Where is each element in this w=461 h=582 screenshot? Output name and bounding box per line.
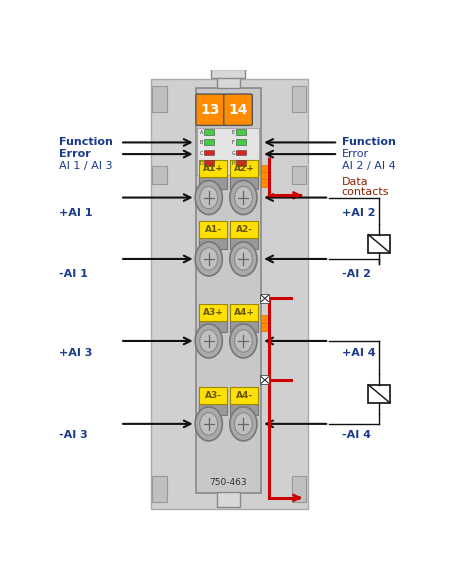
Bar — [199, 304, 227, 321]
Text: D: D — [200, 161, 204, 166]
Bar — [236, 139, 246, 145]
Bar — [199, 161, 227, 178]
Text: +AI 3: +AI 3 — [59, 348, 93, 358]
Text: Data: Data — [342, 177, 368, 187]
Circle shape — [235, 413, 252, 435]
Text: Error: Error — [59, 149, 91, 159]
Bar — [260, 375, 270, 385]
Bar — [230, 404, 258, 415]
Bar — [199, 386, 227, 404]
Bar — [261, 322, 268, 331]
Text: A1-: A1- — [205, 225, 222, 234]
Bar — [230, 221, 258, 238]
Bar — [261, 172, 268, 180]
Text: Function: Function — [59, 137, 113, 147]
Bar — [205, 160, 214, 166]
Bar — [199, 238, 227, 249]
Text: 750-463: 750-463 — [210, 478, 247, 487]
Text: A2-: A2- — [236, 225, 253, 234]
Text: B: B — [200, 140, 203, 146]
Bar — [292, 166, 306, 184]
Circle shape — [195, 242, 222, 276]
Bar — [199, 321, 227, 332]
Text: -AI 4: -AI 4 — [342, 430, 371, 440]
Text: A: A — [200, 130, 203, 135]
Text: E: E — [232, 130, 235, 135]
Bar — [199, 178, 227, 189]
Bar — [236, 160, 246, 166]
Text: A3-: A3- — [205, 391, 222, 400]
Bar — [292, 86, 306, 112]
Text: A3+: A3+ — [202, 308, 224, 317]
Circle shape — [200, 186, 218, 209]
Bar — [260, 294, 270, 303]
Bar — [197, 128, 260, 175]
Text: H: H — [232, 161, 236, 166]
Bar — [195, 88, 261, 494]
Text: Error: Error — [342, 149, 369, 159]
Text: +AI 1: +AI 1 — [59, 208, 93, 218]
Bar — [261, 165, 268, 173]
Circle shape — [235, 186, 252, 209]
Circle shape — [230, 242, 257, 276]
Circle shape — [195, 324, 222, 358]
Bar — [217, 70, 240, 88]
Bar — [261, 315, 268, 323]
Text: C: C — [200, 151, 203, 156]
Text: -AI 2: -AI 2 — [342, 269, 371, 279]
Bar — [217, 492, 240, 507]
Bar — [199, 404, 227, 415]
Bar — [230, 161, 258, 178]
Text: contacts: contacts — [342, 187, 389, 197]
Bar — [205, 150, 214, 155]
Text: AI 1 / AI 3: AI 1 / AI 3 — [59, 161, 113, 171]
FancyBboxPatch shape — [224, 94, 252, 125]
Circle shape — [235, 248, 252, 270]
Bar — [230, 178, 258, 189]
Bar — [261, 179, 268, 187]
Bar — [152, 166, 166, 184]
Bar — [368, 385, 390, 403]
Bar — [236, 129, 246, 135]
Circle shape — [200, 248, 218, 270]
Bar — [236, 150, 246, 155]
Bar — [230, 238, 258, 249]
Text: AI 2 / AI 4: AI 2 / AI 4 — [342, 161, 396, 171]
Circle shape — [195, 407, 222, 441]
Circle shape — [230, 324, 257, 358]
Circle shape — [230, 407, 257, 441]
Circle shape — [195, 180, 222, 215]
Text: A4-: A4- — [236, 391, 253, 400]
Text: A1+: A1+ — [202, 164, 224, 173]
Bar — [205, 129, 214, 135]
Text: Function: Function — [342, 137, 396, 147]
Bar — [212, 69, 245, 78]
Bar — [150, 79, 307, 509]
Circle shape — [235, 330, 252, 352]
Text: -AI 1: -AI 1 — [59, 269, 89, 279]
Circle shape — [200, 413, 218, 435]
Bar — [152, 476, 166, 502]
FancyBboxPatch shape — [196, 94, 225, 125]
Text: 13: 13 — [201, 103, 220, 117]
Text: +AI 4: +AI 4 — [342, 348, 375, 358]
Circle shape — [230, 180, 257, 215]
Circle shape — [200, 330, 218, 352]
Bar — [292, 476, 306, 502]
Bar — [368, 235, 390, 253]
Bar — [230, 304, 258, 321]
Text: F: F — [232, 140, 235, 146]
Bar — [230, 321, 258, 332]
Text: G: G — [232, 151, 236, 156]
Text: +AI 2: +AI 2 — [342, 208, 375, 218]
Bar — [205, 139, 214, 145]
Text: A4+: A4+ — [234, 308, 254, 317]
Text: A2+: A2+ — [234, 164, 254, 173]
Bar — [230, 386, 258, 404]
Text: 14: 14 — [228, 103, 248, 117]
Text: -AI 3: -AI 3 — [59, 430, 88, 440]
Bar — [152, 86, 166, 112]
Bar — [199, 221, 227, 238]
